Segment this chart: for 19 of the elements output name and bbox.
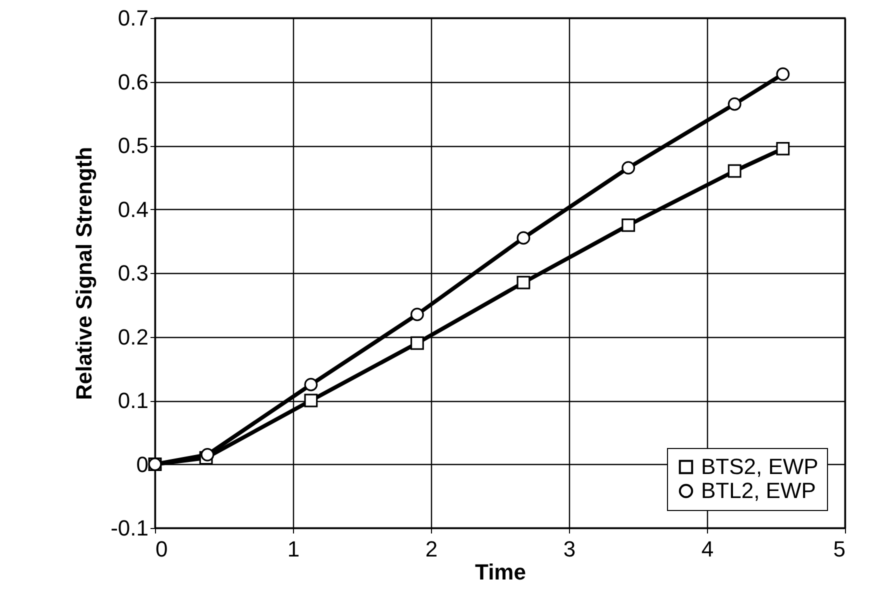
x-tick-label: 3	[563, 536, 576, 562]
y-tick-label: 0.7	[118, 6, 148, 30]
legend-label: BTS2, EWP	[701, 454, 818, 479]
legend-label: BTL2, EWP	[701, 478, 816, 503]
y-tick-label: -0.1	[110, 516, 148, 540]
y-tick-label: 0.1	[118, 388, 148, 413]
y-tick-label: 0.2	[118, 324, 148, 350]
x-tick-label: 4	[701, 536, 714, 562]
x-tick-label: 1	[287, 536, 300, 562]
y-tick-label: 0	[136, 452, 148, 477]
x-tick-label: 0	[156, 536, 168, 562]
y-axis-title: Relative Signal Strength	[72, 146, 97, 400]
y-tick-label: 0.5	[118, 133, 148, 158]
y-tick-label: 0.3	[118, 260, 148, 286]
x-tick-label: 5	[833, 536, 846, 562]
x-tick-label: 2	[425, 536, 438, 562]
x-axis-title: Time	[475, 560, 526, 584]
y-tick-label: 0.6	[118, 69, 148, 94]
y-tick-label: 0.4	[118, 196, 148, 222]
